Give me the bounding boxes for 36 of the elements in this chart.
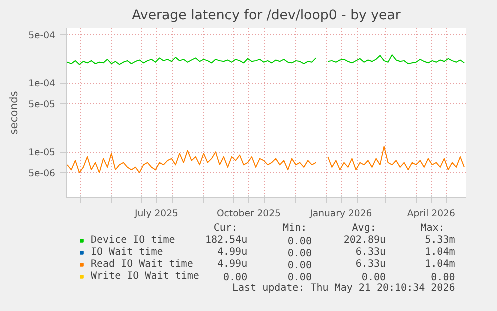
- text: 0.00: [288, 272, 312, 284]
- text: 0.00: [362, 272, 386, 284]
- text: 0.00: [431, 272, 456, 284]
- text: 0.00: [288, 236, 312, 248]
- text: 1.04m: [425, 247, 456, 258]
- chart-title: Average latency for /dev/loop0 - by year: [132, 8, 402, 24]
- text: Last update: Thu May 21 20:10:34 2026: [232, 283, 456, 294]
- legend-label: Device IO time: [91, 234, 176, 246]
- x-tick-label: April 2026: [407, 208, 456, 220]
- text: 182.54u: [205, 235, 248, 246]
- text: Min:: [283, 223, 308, 234]
- y-tick-label: 5e-06: [28, 168, 56, 180]
- text: 0.00: [224, 272, 248, 284]
- text: 202.89u: [344, 235, 386, 246]
- y-tick-label: 1e-04: [28, 78, 56, 90]
- legend-label: Read IO Wait time: [91, 258, 194, 270]
- x-tick-label: January 2026: [309, 208, 372, 220]
- x-tick-label: October 2025: [216, 208, 282, 220]
- x-tick-label: July 2025: [134, 208, 179, 220]
- y-tick-label: 1e-05: [28, 148, 56, 159]
- legend-label: Write IO Wait time: [91, 270, 200, 282]
- text: 4.99u: [217, 247, 248, 258]
- text: 6.33u: [356, 247, 386, 258]
- legend-label: IO Wait time: [91, 246, 164, 258]
- y-tick-label: 5e-04: [28, 30, 56, 42]
- text: Max:: [420, 223, 445, 234]
- text: 0.00: [288, 248, 312, 260]
- text: 5.33m: [425, 235, 456, 246]
- text: 1.04m: [425, 259, 456, 270]
- text: 6.33u: [356, 259, 386, 270]
- text: Cur:: [214, 223, 238, 234]
- text: 4.99u: [217, 259, 248, 270]
- text: Avg:: [352, 223, 376, 234]
- text: 0.00: [288, 260, 312, 272]
- y-tick-label: 5e-05: [28, 99, 56, 110]
- y-axis-title: seconds: [8, 90, 21, 135]
